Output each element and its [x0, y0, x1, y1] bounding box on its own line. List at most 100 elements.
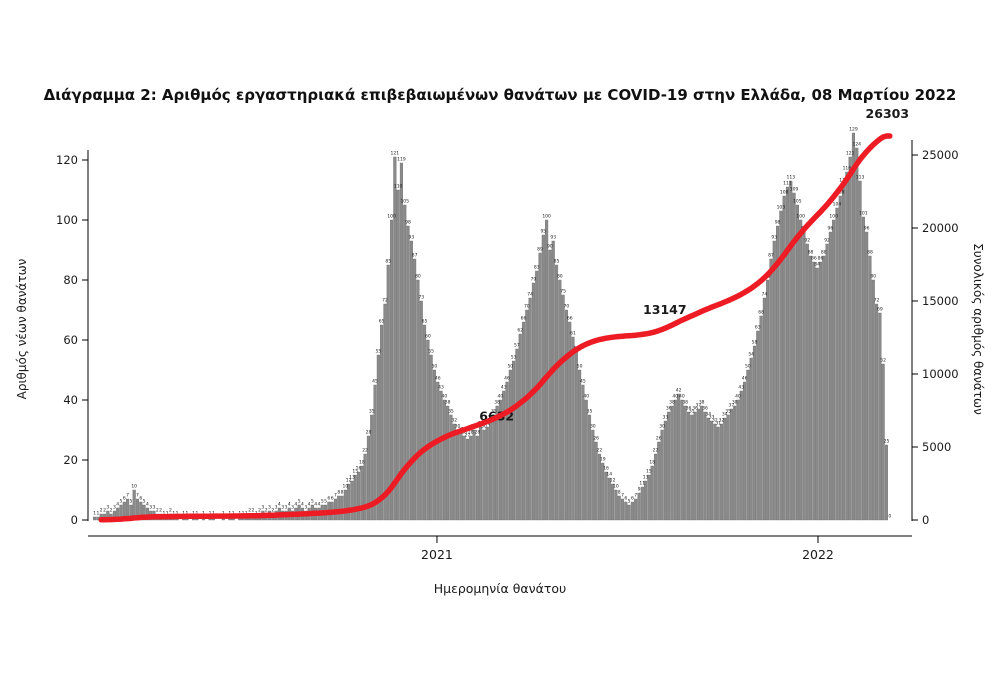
bar [858, 180, 862, 521]
bar-value-label: 72 [874, 298, 880, 304]
bar [875, 303, 879, 521]
bar-value-label: 46 [504, 376, 510, 382]
bar-value-label: 10 [613, 484, 619, 490]
bar-value-label: 35 [448, 409, 454, 415]
bar-value-label: 6 [631, 496, 634, 502]
bar-value-label: 40 [672, 394, 678, 400]
bar [828, 231, 832, 521]
left-tick-label: 40 [63, 393, 78, 407]
bar [785, 186, 790, 521]
bar [406, 225, 410, 521]
bar-value-label: 111 [783, 181, 792, 187]
bar [865, 231, 869, 521]
bar [667, 411, 671, 521]
bar-value-label: 4 [314, 502, 317, 508]
bar [337, 495, 341, 521]
bar [591, 429, 595, 521]
bar-value-label: 15 [352, 469, 358, 475]
bar-value-label: 40 [583, 394, 589, 400]
bar [614, 489, 618, 521]
bar-value-label: 35 [587, 409, 593, 415]
bar-value-label: 28 [468, 430, 474, 436]
bar [399, 162, 403, 521]
bar-value-label: 37 [696, 403, 702, 409]
bar-value-label: 3 [291, 505, 294, 511]
bar [799, 219, 803, 521]
bar [696, 408, 700, 521]
bar [818, 261, 823, 521]
bar [842, 183, 846, 521]
bar-value-label: 70 [564, 304, 570, 310]
bar-value-label: 15 [646, 469, 652, 475]
bar-value-label: 60 [425, 334, 431, 340]
bar [838, 195, 842, 521]
bar-value-label: 18 [359, 460, 365, 466]
bar [545, 219, 549, 521]
bar-value-label: 75 [560, 289, 566, 295]
bar-value-label: 3 [275, 505, 278, 511]
bar [442, 399, 446, 521]
bar [749, 357, 753, 521]
bar [452, 423, 456, 521]
bar-value-label: 1 [162, 511, 165, 517]
bar [505, 381, 509, 521]
bar-value-label: 70 [524, 304, 530, 310]
bar-value-label: 7 [621, 493, 624, 499]
bar-value-label: 4 [146, 502, 149, 508]
bar-value-label: 88 [867, 250, 873, 256]
bar [719, 423, 724, 521]
bar-value-label: 4 [318, 502, 321, 508]
bar-value-label: 2 [265, 508, 268, 514]
bar-value-label: 90 [547, 244, 553, 250]
bar-value-label: 8 [337, 490, 340, 496]
bar [508, 369, 512, 521]
bar [360, 465, 364, 521]
bar [746, 369, 750, 521]
bar-value-label: 100 [796, 214, 805, 220]
bar-value-label: 98 [775, 220, 781, 226]
bar-value-label: 121 [391, 151, 400, 157]
bar-value-label: 4 [278, 502, 281, 508]
bar [485, 426, 489, 521]
bar-value-label: 1 [172, 511, 175, 517]
bar-value-label: 50 [432, 364, 438, 370]
bar [366, 435, 371, 521]
bar-value-label: 38 [699, 400, 705, 406]
bar [416, 279, 420, 521]
bar-value-label: 119 [397, 157, 406, 163]
bar-value-label: 124 [852, 142, 861, 148]
bar-value-label: 3 [285, 505, 288, 511]
bar [825, 243, 829, 521]
bar-value-label: 37 [729, 403, 735, 409]
bar [446, 405, 450, 521]
bar-value-label: 74 [527, 292, 533, 298]
bar [488, 420, 493, 521]
bar-value-label: 5 [321, 499, 324, 505]
bar-value-label: 36 [666, 406, 672, 412]
bar [683, 405, 687, 521]
bar [620, 498, 625, 521]
bar [650, 465, 654, 521]
bar-value-label: 85 [385, 259, 391, 265]
bar-value-label: 1 [166, 511, 169, 517]
bar-value-label: 5 [298, 499, 301, 505]
bar [548, 249, 552, 521]
bar-value-label: 16 [603, 466, 609, 472]
bar [673, 399, 677, 521]
bar-value-label: 5 [120, 499, 123, 505]
bar-value-label: 52 [880, 358, 886, 364]
bar-value-label: 3 [281, 505, 284, 511]
bar [568, 321, 572, 521]
bar-value-label: 43 [438, 385, 444, 391]
bar [644, 480, 648, 521]
bar [809, 255, 813, 521]
bar-value-label: 43 [738, 385, 744, 391]
bar-value-label: 1 [195, 511, 198, 517]
bar-value-label: 1 [176, 511, 179, 517]
bar-value-label: 80 [870, 274, 876, 280]
bar [845, 171, 849, 521]
bar-value-label: 6 [123, 496, 126, 502]
bar-value-label: 74 [762, 292, 768, 298]
